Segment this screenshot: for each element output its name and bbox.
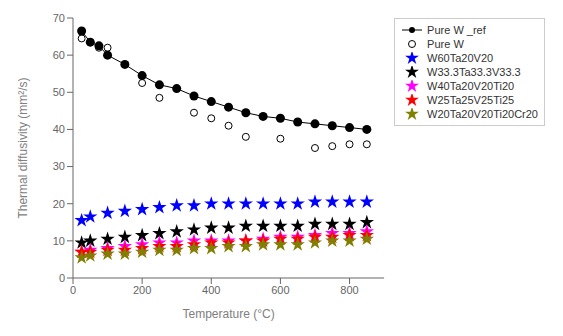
- svg-text:30: 30: [53, 160, 65, 172]
- html-text:W25Ta25V25Ti25: W25Ta25V25Ti25: [427, 94, 515, 106]
- svg-text:20: 20: [53, 198, 65, 210]
- html-text:W60Ta20V20: W60Ta20V20: [427, 52, 494, 64]
- svg-text:40: 40: [53, 123, 65, 135]
- html-text:Pure W _ref: Pure W _ref: [427, 24, 486, 36]
- svg-text:60: 60: [53, 49, 65, 61]
- svg-text:400: 400: [202, 284, 220, 296]
- svg-text:50: 50: [53, 86, 65, 98]
- html-text:W20Ta20V20Ti20Cr20: W20Ta20V20Ti20Cr20: [427, 108, 538, 120]
- svg-text:70: 70: [53, 12, 65, 24]
- svg-text:Temperature (°C): Temperature (°C): [182, 307, 274, 321]
- svg-text:10: 10: [53, 235, 65, 247]
- svg-text:200: 200: [133, 284, 151, 296]
- html-text:W40Ta20V20Ti20: W40Ta20V20Ti20: [427, 80, 515, 92]
- html-text:W33.3Ta33.3V33.3: W33.3Ta33.3V33.3: [427, 66, 521, 78]
- svg-text:600: 600: [271, 284, 289, 296]
- html-text:Pure W: Pure W: [427, 38, 464, 50]
- svg-text:Thermal diffusivity (mm²/s): Thermal diffusivity (mm²/s): [16, 77, 30, 218]
- svg-text:0: 0: [59, 272, 65, 284]
- svg-text:800: 800: [340, 284, 358, 296]
- svg-text:0: 0: [70, 284, 76, 296]
